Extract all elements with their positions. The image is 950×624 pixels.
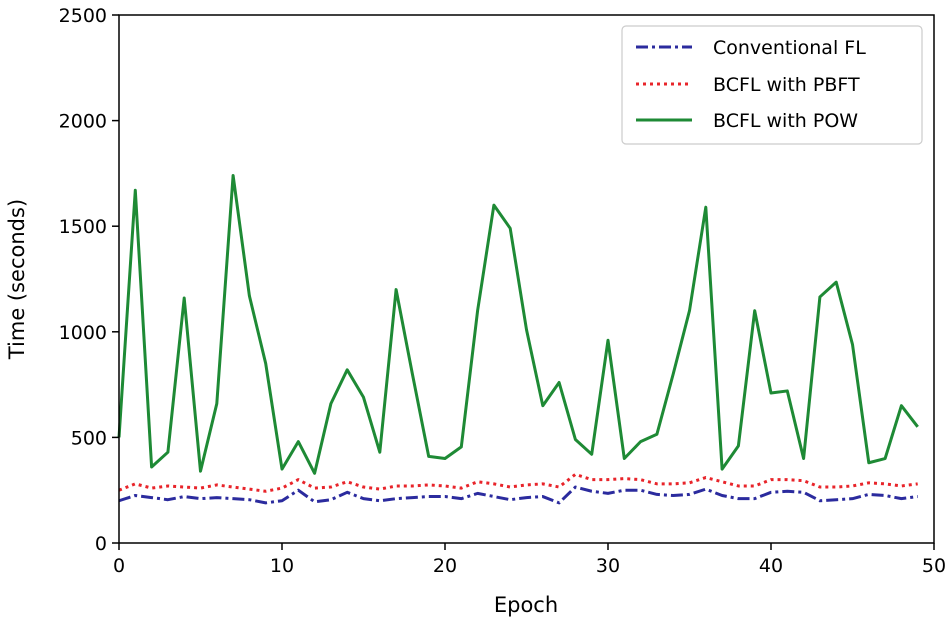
x-tick-label: 20 — [433, 555, 457, 577]
series-line-0 — [118, 485, 918, 505]
legend-box — [621, 25, 923, 145]
y-tick-label: 1000 — [59, 322, 107, 344]
y-tick-label: 2500 — [59, 5, 107, 27]
x-tick-label: 50 — [922, 555, 946, 577]
x-axis: 0 10 20 30 40 50 — [113, 543, 946, 577]
series-lines — [117, 174, 919, 505]
series-line-1 — [118, 472, 918, 493]
y-axis: 0 500 1000 1500 2000 2500 — [59, 5, 119, 555]
y-tick-label: 0 — [95, 533, 107, 555]
y-axis-label: Time (seconds) — [5, 199, 29, 360]
legend: Conventional FL BCFL with PBFT BCFL with… — [621, 25, 923, 145]
legend-label-bcfl-pow: BCFL with POW — [713, 110, 858, 132]
y-tick-label: 1500 — [59, 216, 107, 238]
x-axis-label: Epoch — [494, 593, 558, 617]
series-line-2 — [117, 174, 919, 475]
legend-label-bcfl-pbft: BCFL with PBFT — [713, 74, 860, 96]
x-tick-label: 30 — [596, 555, 620, 577]
x-tick-label: 10 — [270, 555, 294, 577]
plot-frame — [118, 14, 935, 544]
legend-label-conventional-fl: Conventional FL — [713, 37, 866, 59]
y-tick-label: 500 — [71, 427, 107, 449]
x-tick-label: 40 — [759, 555, 783, 577]
y-tick-label: 2000 — [59, 111, 107, 133]
x-tick-label: 0 — [113, 555, 125, 577]
